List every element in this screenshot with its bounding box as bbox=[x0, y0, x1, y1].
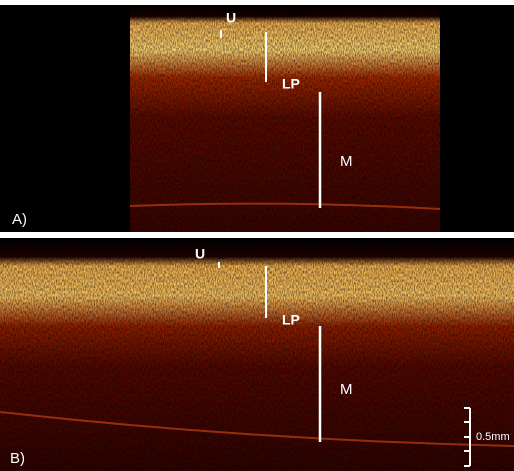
annotation: LP bbox=[282, 312, 300, 328]
panel-a: U LP M A) bbox=[0, 5, 514, 232]
speckle bbox=[130, 5, 440, 232]
panel-label: B) bbox=[10, 450, 25, 467]
scale-label: 0.5mm bbox=[476, 431, 510, 443]
annotation: U bbox=[226, 10, 236, 26]
oct-figure: U LP M A) U LP M 0.5mm B) bbox=[0, 0, 514, 471]
annotation: LP bbox=[282, 76, 300, 92]
panel-label: A) bbox=[12, 211, 27, 228]
panel-b: U LP M 0.5mm B) bbox=[0, 238, 514, 471]
annotation: M bbox=[340, 381, 353, 398]
annotation: U bbox=[195, 246, 205, 262]
speckle bbox=[0, 238, 514, 471]
annotation: M bbox=[340, 153, 353, 170]
